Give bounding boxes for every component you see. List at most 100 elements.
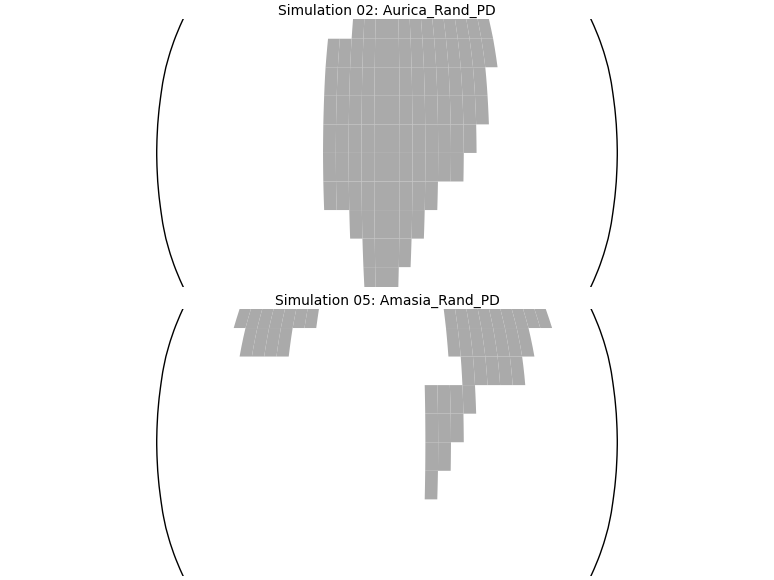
Polygon shape: [498, 357, 512, 385]
Polygon shape: [349, 67, 362, 96]
Polygon shape: [269, 300, 287, 328]
Polygon shape: [475, 212, 498, 226]
Title: Simulation 05: Amasia_Rand_PD: Simulation 05: Amasia_Rand_PD: [275, 293, 499, 307]
Polygon shape: [399, 39, 412, 67]
Polygon shape: [434, 39, 448, 67]
Polygon shape: [399, 210, 412, 238]
Polygon shape: [276, 212, 299, 226]
Polygon shape: [265, 248, 286, 273]
Polygon shape: [446, 328, 461, 357]
Polygon shape: [399, 238, 412, 267]
Polygon shape: [365, 0, 377, 10]
Polygon shape: [387, 124, 400, 153]
Polygon shape: [412, 210, 425, 238]
Polygon shape: [234, 248, 259, 273]
Polygon shape: [324, 96, 337, 124]
Polygon shape: [234, 300, 254, 328]
Polygon shape: [323, 124, 336, 153]
Polygon shape: [401, 212, 411, 226]
Polygon shape: [375, 267, 387, 295]
Polygon shape: [469, 212, 491, 226]
Polygon shape: [446, 39, 461, 67]
Polygon shape: [436, 67, 450, 96]
Polygon shape: [469, 0, 487, 10]
Polygon shape: [276, 273, 295, 300]
Polygon shape: [420, 10, 434, 39]
Polygon shape: [242, 273, 265, 300]
Polygon shape: [409, 10, 423, 39]
Polygon shape: [442, 248, 458, 273]
Polygon shape: [461, 357, 475, 385]
Polygon shape: [457, 39, 473, 67]
Polygon shape: [412, 67, 425, 96]
Polygon shape: [323, 153, 336, 182]
Polygon shape: [509, 300, 529, 328]
Polygon shape: [156, 0, 618, 383]
Polygon shape: [375, 67, 387, 96]
Polygon shape: [437, 385, 450, 414]
Polygon shape: [348, 153, 361, 182]
Polygon shape: [428, 212, 443, 226]
Polygon shape: [443, 300, 457, 328]
Polygon shape: [399, 124, 413, 153]
Polygon shape: [476, 10, 493, 39]
Polygon shape: [221, 226, 252, 248]
Polygon shape: [407, 212, 419, 226]
Polygon shape: [292, 212, 312, 226]
Polygon shape: [387, 67, 399, 96]
Polygon shape: [324, 67, 338, 96]
Polygon shape: [435, 226, 451, 248]
Polygon shape: [323, 226, 339, 248]
Polygon shape: [362, 67, 375, 96]
Polygon shape: [476, 300, 493, 328]
Polygon shape: [397, 0, 409, 10]
Polygon shape: [240, 226, 268, 248]
Polygon shape: [455, 212, 474, 226]
Polygon shape: [435, 212, 450, 226]
Polygon shape: [458, 0, 476, 10]
Polygon shape: [375, 39, 387, 67]
Polygon shape: [491, 226, 515, 248]
Polygon shape: [387, 153, 400, 182]
Polygon shape: [399, 153, 413, 182]
Polygon shape: [264, 328, 281, 357]
Polygon shape: [510, 357, 526, 385]
Polygon shape: [331, 212, 346, 226]
Polygon shape: [506, 248, 530, 273]
Polygon shape: [462, 385, 476, 414]
Polygon shape: [441, 212, 458, 226]
Polygon shape: [398, 10, 410, 39]
Polygon shape: [406, 248, 418, 273]
Polygon shape: [374, 153, 387, 182]
Polygon shape: [448, 0, 464, 10]
Polygon shape: [407, 0, 420, 10]
Polygon shape: [450, 385, 464, 414]
Polygon shape: [498, 248, 520, 273]
Polygon shape: [421, 212, 435, 226]
Polygon shape: [326, 39, 340, 67]
Polygon shape: [520, 273, 543, 300]
Polygon shape: [365, 295, 377, 322]
Polygon shape: [300, 212, 319, 226]
Polygon shape: [376, 0, 387, 10]
Polygon shape: [437, 96, 450, 124]
Polygon shape: [224, 248, 249, 273]
Polygon shape: [286, 226, 307, 248]
Polygon shape: [375, 96, 387, 124]
Polygon shape: [498, 300, 517, 328]
Polygon shape: [283, 212, 305, 226]
Polygon shape: [462, 96, 476, 124]
Polygon shape: [425, 96, 438, 124]
Polygon shape: [482, 226, 506, 248]
Polygon shape: [485, 357, 500, 385]
Polygon shape: [231, 273, 254, 300]
Polygon shape: [395, 226, 406, 248]
Polygon shape: [336, 153, 349, 182]
Polygon shape: [428, 273, 443, 300]
Polygon shape: [307, 212, 326, 226]
Polygon shape: [295, 248, 313, 273]
Polygon shape: [316, 248, 332, 273]
Polygon shape: [425, 471, 438, 499]
Polygon shape: [469, 273, 487, 300]
Polygon shape: [464, 124, 477, 153]
